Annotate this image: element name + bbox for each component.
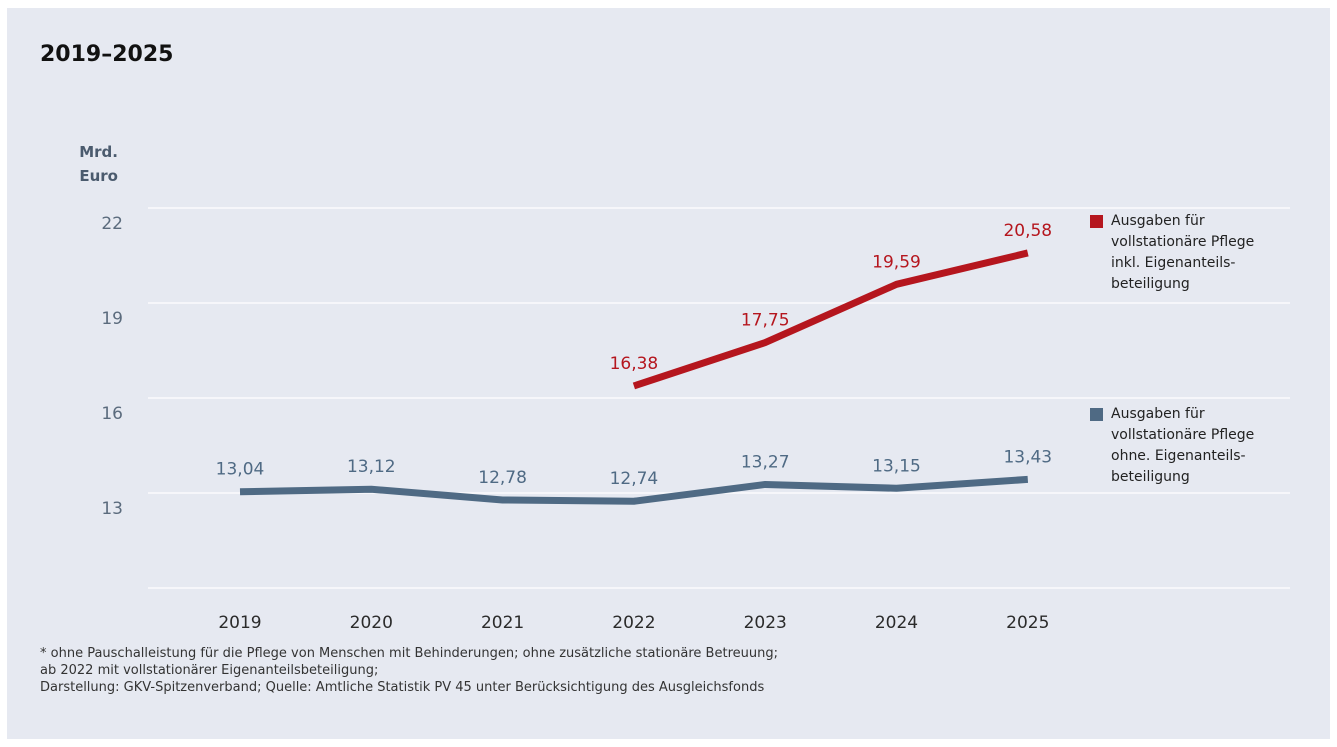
data-label: 12,74 bbox=[610, 469, 659, 489]
data-label: 13,27 bbox=[741, 452, 790, 472]
x-tick-label: 2020 bbox=[350, 613, 393, 633]
x-tick-label: 2021 bbox=[481, 613, 524, 633]
series-line-ohne bbox=[239, 475, 1029, 505]
y-tick-label: 13 bbox=[101, 499, 123, 519]
y-tick-label: 22 bbox=[101, 214, 123, 234]
legend-swatch-ohne bbox=[1090, 408, 1103, 421]
data-label: 13,04 bbox=[216, 460, 265, 480]
data-label: 16,38 bbox=[610, 354, 659, 374]
data-label: 12,78 bbox=[478, 468, 527, 488]
y-tick-label: 16 bbox=[101, 404, 123, 424]
x-tick-label: 2025 bbox=[1006, 613, 1049, 633]
legend-swatch-inkl bbox=[1090, 215, 1103, 228]
series-line-inkl bbox=[632, 249, 1029, 390]
x-tick-label: 2023 bbox=[744, 613, 787, 633]
y-tick-label: 19 bbox=[101, 309, 123, 329]
chart-title: 2019–2025 bbox=[40, 42, 174, 67]
x-tick-label: 2022 bbox=[612, 613, 655, 633]
data-label: 20,58 bbox=[1003, 221, 1052, 241]
footnote: * ohne Pauschalleistung für die Pflege v… bbox=[40, 646, 778, 695]
data-label: 13,12 bbox=[347, 457, 396, 477]
data-label: 13,43 bbox=[1003, 447, 1052, 467]
x-tick-label: 2019 bbox=[218, 613, 261, 633]
data-label: 13,15 bbox=[872, 456, 921, 476]
legend-label-inkl: Ausgaben für vollstationäre Pflege inkl.… bbox=[1111, 213, 1255, 292]
legend-label-ohne: Ausgaben für vollstationäre Pflege ohne.… bbox=[1111, 406, 1255, 485]
unit-label-text: Mrd. Euro bbox=[79, 143, 118, 185]
x-tick-label: 2024 bbox=[875, 613, 918, 633]
data-label: 19,59 bbox=[872, 252, 921, 272]
y-axis-unit-label: Mrd. Euro bbox=[48, 140, 118, 188]
data-label: 17,75 bbox=[741, 311, 790, 331]
